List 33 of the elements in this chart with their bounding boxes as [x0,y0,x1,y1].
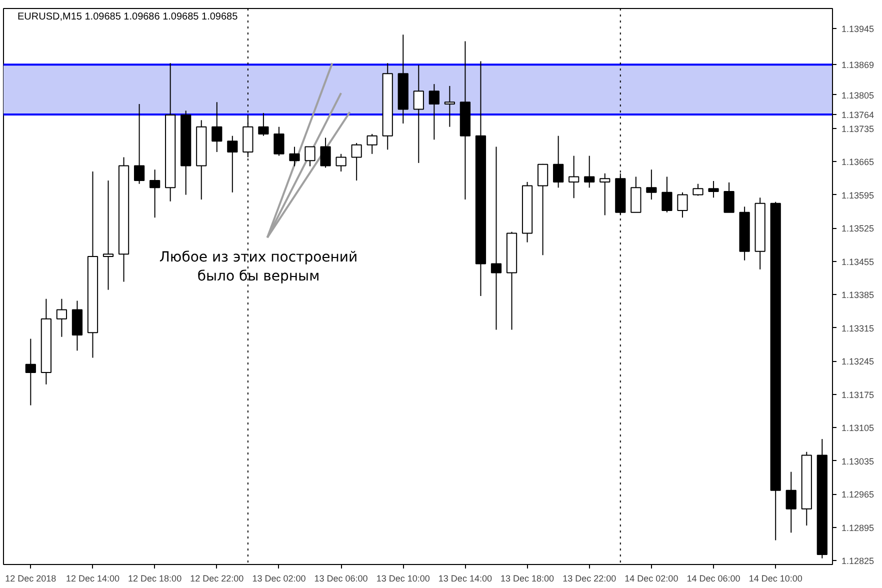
x-tick-label: 12 Dec 14:00 [66,574,120,584]
x-tick-label: 14 Dec 06:00 [686,574,740,584]
x-tick-label: 13 Dec 14:00 [438,574,492,584]
y-tick-label: 1.13315 [842,323,874,334]
y-tick-label: 1.13665 [842,157,874,168]
y-tick-label: 1.13945 [842,24,874,34]
y-tick-label: 1.12825 [842,556,874,566]
y-tick-label: 1.12895 [842,522,874,533]
x-tick-label: 13 Dec 22:00 [562,574,616,584]
annotation: Любое из этих построений было бы верным [159,249,358,284]
y-tick-label: 1.13245 [842,356,874,367]
y-tick-label: 1.13805 [842,90,874,100]
x-tick-label: 14 Dec 10:00 [748,574,802,584]
x-tick-label: 13 Dec 10:00 [376,574,430,584]
ref-line-label: 1.13869 [842,60,874,70]
y-tick-label: 1.13595 [842,190,874,200]
x-tick-label: 14 Dec 02:00 [624,574,678,584]
y-tick-label: 1.13455 [842,256,874,267]
x-tick-label: 13 Dec 06:00 [314,574,368,584]
y-tick-label: 1.13385 [842,290,874,300]
y-tick-label: 1.13175 [842,390,874,400]
x-tick-label: 13 Dec 02:00 [252,574,306,584]
chart-title: EURUSD,M15 1.09685 1.09686 1.09685 1.09685 [18,12,238,22]
y-tick-label: 1.13035 [842,456,874,466]
ref-line-label: 1.13764 [842,110,874,120]
x-tick-label: 12 Dec 18:00 [128,574,182,584]
y-tick-label: 1.13735 [842,124,874,134]
y-tick-label: 1.13105 [842,423,874,434]
x-tick-label: 13 Dec 18:00 [500,574,554,584]
x-tick-label: 12 Dec 22:00 [190,574,244,584]
y-tick-label: 1.12965 [842,490,874,500]
y-tick-label: 1.13525 [842,224,874,234]
x-tick-label: 12 Dec 2018 [5,574,56,584]
